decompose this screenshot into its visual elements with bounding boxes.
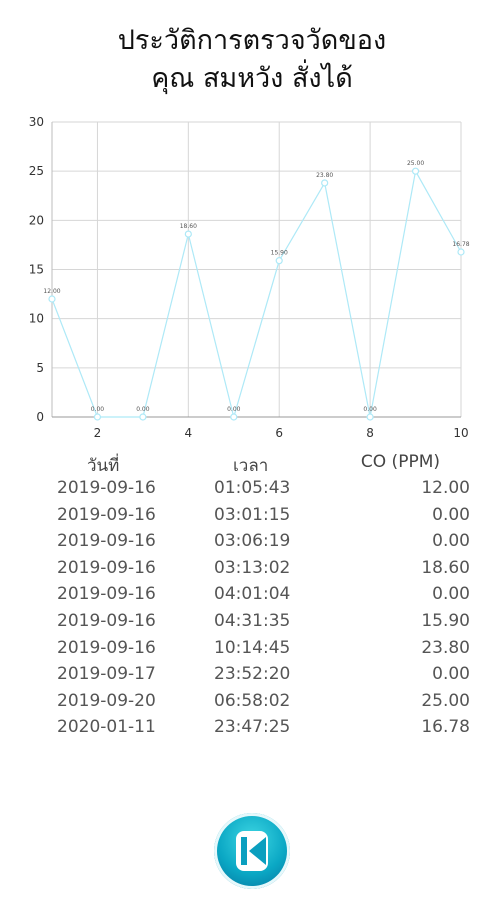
row-time: 10:14:45 bbox=[214, 637, 291, 658]
x-tick-label: 2 bbox=[94, 426, 102, 440]
table-row: 2019-09-16 04:31:35 15.90 bbox=[0, 611, 504, 638]
data-point bbox=[321, 179, 329, 187]
data-label: 25.00 bbox=[407, 160, 424, 167]
table-row: 2019-09-16 03:06:19 0.00 bbox=[0, 531, 504, 558]
data-point bbox=[93, 413, 102, 421]
x-tick-label: 6 bbox=[275, 426, 283, 440]
data-point bbox=[366, 413, 374, 421]
row-date: 2019-09-16 bbox=[57, 637, 156, 658]
y-tick-label: 25 bbox=[29, 164, 44, 178]
data-point bbox=[230, 413, 238, 421]
data-label: 0.00 bbox=[136, 406, 150, 413]
row-co: 0.00 bbox=[432, 531, 470, 552]
page-title-line-2: คุณ สมหวัง สั่งได้ bbox=[151, 63, 353, 94]
header-time: เวลา bbox=[233, 456, 269, 476]
header-date: วันที่ bbox=[87, 456, 120, 476]
table-row: 2019-09-16 03:13:02 18.60 bbox=[0, 558, 504, 585]
x-tick-label: 4 bbox=[185, 426, 193, 440]
row-time: 01:05:43 bbox=[214, 478, 291, 498]
table-row: 2019-09-17 23:52:20 0.00 bbox=[0, 664, 504, 691]
row-time: 04:31:35 bbox=[214, 610, 291, 631]
row-time: 03:13:02 bbox=[214, 557, 291, 578]
data-label: 18.60 bbox=[180, 223, 197, 230]
row-date: 2020-01-11 bbox=[57, 717, 156, 738]
y-tick-label: 20 bbox=[29, 213, 44, 227]
row-date: 2019-09-16 bbox=[57, 557, 156, 578]
row-time: 23:47:25 bbox=[214, 717, 291, 738]
row-date: 2019-09-16 bbox=[57, 478, 156, 498]
back-button[interactable] bbox=[214, 813, 290, 889]
row-date: 2019-09-17 bbox=[57, 664, 156, 685]
table-header: วันที่ เวลา CO (PPM) bbox=[0, 452, 504, 478]
y-tick-label: 0 bbox=[36, 410, 44, 424]
row-date: 2019-09-16 bbox=[57, 584, 156, 605]
row-date: 2019-09-16 bbox=[57, 504, 156, 525]
data-label: 12.00 bbox=[43, 288, 60, 295]
row-co: 0.00 bbox=[432, 504, 470, 525]
table-row: 2019-09-16 04:01:04 0.00 bbox=[0, 584, 504, 611]
row-time: 03:01:15 bbox=[214, 504, 291, 525]
page-title: ประวัติการตรวจวัดของ คุณ สมหวัง สั่งได้ bbox=[0, 22, 504, 98]
skip-back-icon bbox=[236, 831, 268, 871]
history-table: วันที่ เวลา CO (PPM) 2019-09-16 01:05:43 1… bbox=[0, 452, 504, 744]
row-co: 0.00 bbox=[432, 584, 470, 605]
row-date: 2019-09-16 bbox=[57, 610, 156, 631]
series-line bbox=[51, 169, 462, 420]
table-row: 2019-09-16 01:05:43 12.00 bbox=[0, 478, 504, 505]
row-date: 2019-09-20 bbox=[57, 690, 156, 711]
row-time: 06:58:02 bbox=[214, 690, 291, 711]
row-co: 23.80 bbox=[421, 637, 470, 658]
data-label: 0.00 bbox=[363, 406, 377, 413]
co-history-chart: 0 5 10 15 20 25 30 2 4 6 8 10 12.00 0.00 0.00 18.60 0.00… bbox=[29, 115, 470, 440]
data-point bbox=[48, 295, 56, 303]
row-time: 03:06:19 bbox=[214, 531, 291, 552]
y-tick-label: 10 bbox=[29, 312, 44, 326]
data-point bbox=[139, 413, 147, 421]
data-point bbox=[275, 257, 283, 265]
x-tick-label: 8 bbox=[366, 426, 374, 440]
y-tick-label: 5 bbox=[36, 361, 44, 375]
row-time: 04:01:04 bbox=[214, 584, 291, 605]
row-co: 12.00 bbox=[421, 478, 470, 498]
table-row: 2019-09-20 06:58:02 25.00 bbox=[0, 691, 504, 718]
header-co: CO (PPM) bbox=[360, 452, 440, 472]
table-row: 2020-01-11 23:47:25 16.78 bbox=[0, 717, 504, 744]
data-label: 23.80 bbox=[316, 172, 333, 179]
data-label: 15.90 bbox=[271, 250, 288, 257]
data-label: 16.78 bbox=[452, 241, 469, 248]
row-co: 16.78 bbox=[421, 717, 470, 738]
row-co: 25.00 bbox=[421, 690, 470, 711]
page-title-line-1: ประวัติการตรวจวัดของ bbox=[117, 25, 387, 56]
y-tick-label: 30 bbox=[29, 115, 44, 129]
row-co: 18.60 bbox=[421, 557, 470, 578]
x-tick-label: 10 bbox=[453, 426, 468, 440]
data-point bbox=[457, 248, 465, 256]
data-label: 0.00 bbox=[227, 406, 241, 413]
data-point bbox=[411, 167, 420, 175]
row-date: 2019-09-16 bbox=[57, 531, 156, 552]
data-point bbox=[184, 230, 192, 238]
table-row: 2019-09-16 10:14:45 23.80 bbox=[0, 638, 504, 665]
row-time: 23:52:20 bbox=[214, 664, 291, 685]
y-tick-label: 15 bbox=[29, 263, 44, 277]
row-co: 15.90 bbox=[421, 610, 470, 631]
row-co: 0.00 bbox=[432, 664, 470, 685]
data-label: 0.00 bbox=[91, 406, 105, 413]
table-row: 2019-09-16 03:01:15 0.00 bbox=[0, 505, 504, 532]
